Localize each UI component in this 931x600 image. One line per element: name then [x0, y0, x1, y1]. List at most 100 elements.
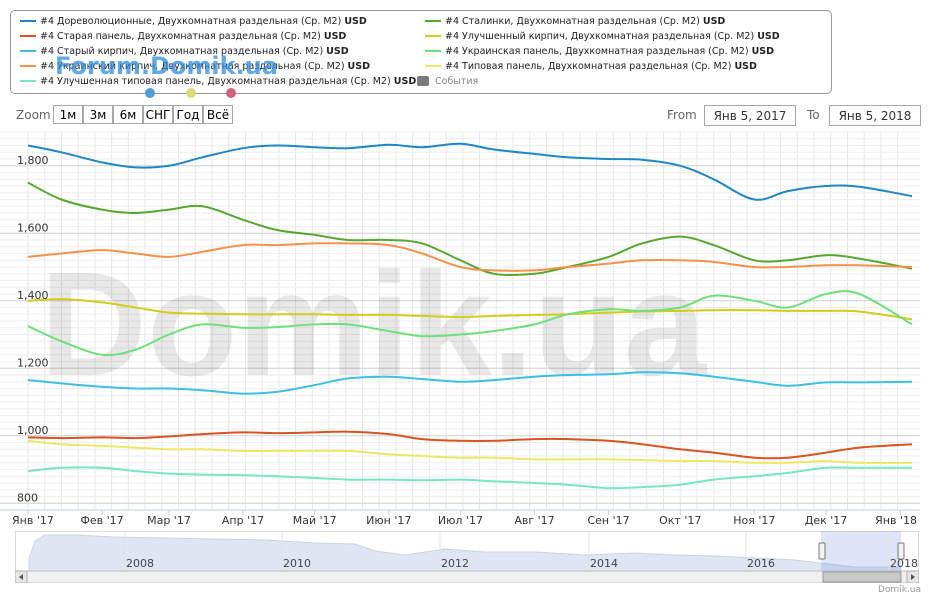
zoom-all-button[interactable]: Всё [203, 105, 233, 124]
to-label: To [807, 108, 820, 122]
legend-label: #4 Сталинки, Двухкомнатная раздельная (С… [445, 16, 703, 27]
legend-item[interactable]: #4 Типовая панель, Двухкомнатная раздель… [425, 60, 757, 74]
x-tick-label: Янв '17 [12, 514, 54, 527]
navigator-tick-label: 2010 [283, 557, 311, 570]
legend-unit: USD [751, 46, 775, 57]
legend-label: #4 Старая панель, Двухкомнатная раздельн… [40, 31, 324, 42]
horizontal-grid [0, 131, 920, 504]
legend-label: #4 Дореволюционные, Двухкомнатная раздел… [40, 16, 345, 27]
y-tick-label: 1,600 [17, 221, 49, 234]
legend-item[interactable]: #4 Украинская панель, Двухкомнатная разд… [425, 45, 774, 59]
legend-unit: USD [323, 31, 347, 42]
series-line[interactable] [27, 371, 913, 395]
legend-swatch [20, 49, 36, 52]
navigator-selected-range [821, 531, 901, 571]
legend-swatch [425, 64, 441, 67]
forum-watermark: Forum.Domik.ua [55, 52, 278, 80]
legend-item[interactable]: #4 Дореволюционные, Двухкомнатная раздел… [20, 15, 367, 29]
y-axis-ticks: 800 1,000 1,200 1,400 1,600 1,800 [17, 154, 49, 505]
x-tick-label: Май '17 [293, 514, 337, 527]
series-lines [27, 142, 913, 490]
legend-label: #4 Типовая панель, Двухкомнатная раздель… [445, 61, 735, 72]
x-tick-label: Фев '17 [80, 514, 123, 527]
x-tick-label: Июн '17 [366, 514, 411, 527]
legend-swatch [425, 19, 441, 22]
watermark-dot-blue [145, 88, 155, 98]
from-date-input[interactable]: Янв 5, 2017 [704, 105, 796, 126]
domik-big-watermark: Domik.ua [40, 242, 708, 407]
legend-swatch [20, 34, 36, 37]
legend-swatch [20, 64, 36, 67]
credit-link[interactable]: Domik.ua [878, 585, 921, 595]
navigator-area [28, 534, 902, 572]
navigator-ticks: 2008 2010 2012 2014 2016 2018 [124, 531, 918, 571]
navigator-tick-label: 2016 [747, 557, 775, 570]
legend-label: #4 Старый кирпич, Двухкомнатная раздельн… [40, 46, 327, 57]
legend-item[interactable]: #4 Старый кирпич, Двухкомнатная раздельн… [20, 45, 349, 59]
navigator-scrollbar-thumb[interactable] [822, 571, 902, 583]
legend-events-label: События [435, 76, 479, 87]
x-axis-ticks: Янв '17 Фев '17 Мар '17 Апр '17 Май '17 Июн '… [12, 510, 917, 527]
chart-legend: #4 Дореволюционные, Двухкомнатная раздел… [10, 10, 832, 94]
series-line[interactable] [27, 181, 913, 277]
series-line[interactable] [27, 298, 913, 321]
series-line[interactable] [27, 439, 913, 464]
legend-item[interactable]: #4 Старая панель, Двухкомнатная раздельн… [20, 30, 346, 44]
legend-item[interactable]: #4 Украинский кирпич, Двухкомнатная разд… [20, 60, 370, 74]
legend-label: #4 Улучшенная типовая панель, Двухкомнат… [40, 76, 394, 87]
legend-unit: USD [757, 31, 780, 42]
x-tick-label: Авг '17 [514, 514, 554, 527]
navigator-left-handle[interactable] [818, 542, 826, 560]
x-tick-label: Апр '17 [222, 514, 264, 527]
legend-swatch [20, 79, 36, 82]
navigator-tick-label: 2012 [441, 557, 469, 570]
series-line[interactable] [27, 430, 913, 460]
legend-item[interactable]: #4 Сталинки, Двухкомнатная раздельная (С… [425, 15, 725, 29]
legend-item-events[interactable]: События [417, 75, 478, 89]
legend-unit: USD [344, 16, 367, 27]
x-tick-label: Дек '17 [805, 514, 848, 527]
y-tick-label: 1,800 [17, 154, 49, 167]
navigator-right-handle[interactable] [897, 542, 905, 560]
series-line[interactable] [27, 466, 912, 490]
x-tick-label: Янв '18 [875, 514, 917, 527]
legend-item[interactable]: #4 Улучшенный кирпич, Двухкомнатная разд… [425, 30, 780, 44]
legend-label: #4 Улучшенный кирпич, Двухкомнатная разд… [445, 31, 758, 42]
range-navigator[interactable]: 2008 2010 2012 2014 2016 2018 [15, 531, 919, 583]
zoom-3m-button[interactable]: 3м [83, 105, 113, 124]
navigator-tick-label: 2014 [590, 557, 618, 570]
x-tick-label: Июл '17 [438, 514, 483, 527]
legend-swatch [425, 34, 441, 37]
main-plot[interactable]: Domik.ua 800 1,000 1,200 1,400 1,600 1,800 Ян… [0, 130, 931, 530]
legend-unit: USD [347, 61, 370, 72]
navigator-scrollbar-track[interactable] [15, 570, 919, 583]
series-line[interactable] [27, 142, 913, 201]
scroll-left-arrow-icon [19, 574, 23, 580]
series-line[interactable] [27, 290, 913, 357]
y-tick-label: 1,000 [17, 424, 49, 437]
legend-swatch [20, 19, 36, 22]
from-label: From [667, 108, 697, 122]
x-tick-label: Мар '17 [147, 514, 191, 527]
legend-unit: USD [734, 61, 757, 72]
zoom-ytd-button[interactable]: СНГ [143, 105, 173, 124]
zoom-1m-button[interactable]: 1м [53, 105, 83, 124]
navigator-tick-label: 2008 [126, 557, 154, 570]
legend-unit: USD [393, 76, 417, 87]
zoom-6m-button[interactable]: 6м [113, 105, 143, 124]
legend-label: #4 Украинский кирпич, Двухкомнатная разд… [40, 61, 348, 72]
scroll-right-arrow-icon [911, 574, 915, 580]
y-tick-label: 800 [17, 491, 38, 504]
y-tick-label: 1,400 [17, 289, 49, 302]
zoom-label: Zoom [16, 108, 51, 122]
x-tick-label: Окт '17 [659, 514, 701, 527]
x-tick-label: Сен '17 [587, 514, 629, 527]
navigator-tick-label: 2018 [890, 557, 918, 570]
to-date-input[interactable]: Янв 5, 2018 [829, 105, 921, 126]
legend-item[interactable]: #4 Улучшенная типовая панель, Двухкомнат… [20, 75, 416, 89]
zoom-year-button[interactable]: Год [173, 105, 203, 124]
legend-unit: USD [326, 46, 349, 57]
watermark-dot-red [226, 88, 236, 98]
y-tick-label: 1,200 [17, 356, 49, 369]
series-line[interactable] [27, 242, 913, 272]
